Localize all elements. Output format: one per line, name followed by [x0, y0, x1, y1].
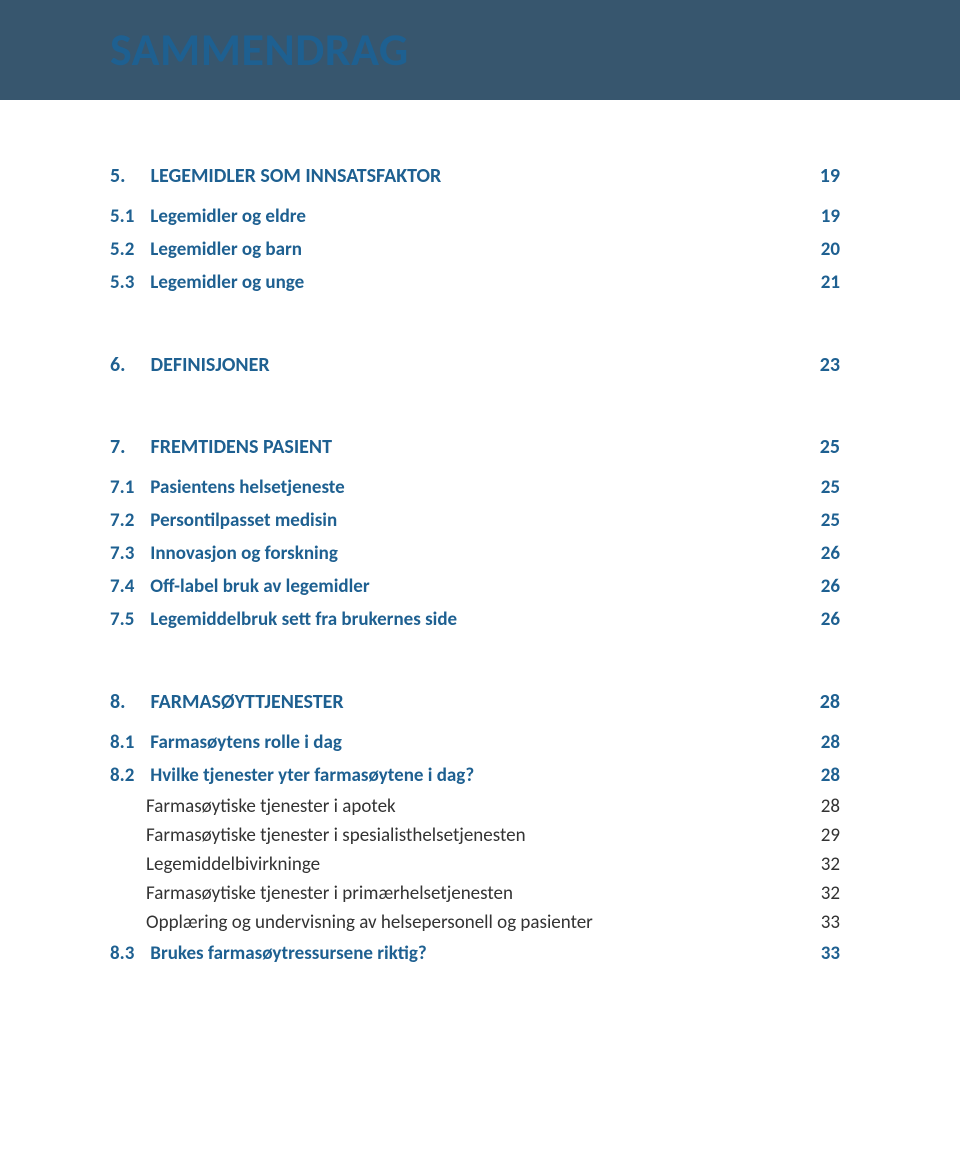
toc-sub-num: 5.1 [110, 205, 146, 228]
toc-heading-page: 25 [806, 435, 840, 459]
toc-sub-num: 8.1 [110, 731, 146, 754]
toc-sub[interactable]: 5.1 Legemidler og eldre 19 [110, 200, 840, 233]
toc-sub[interactable]: 7.4 Off-label bruk av legemidler 26 [110, 570, 840, 603]
toc-heading[interactable]: 7. FREMTIDENS PASIENT 25 [110, 431, 840, 463]
toc-sub[interactable]: 7.1 Pasientens helsetjeneste 25 [110, 471, 840, 504]
toc-sub-num: 7.1 [110, 476, 146, 499]
toc-sub-label: Legemidler og barn [150, 238, 302, 261]
toc-section: 7. FREMTIDENS PASIENT 25 7.1 Pasientens … [110, 431, 840, 636]
toc-sub-page: 20 [806, 238, 840, 261]
toc-heading-label: DEFINISJONER [151, 353, 270, 377]
toc-sub-label: Brukes farmasøytressursene riktig? [150, 942, 426, 965]
toc-heading-num: 6. [110, 353, 146, 377]
toc-body-page: 32 [806, 882, 840, 905]
toc-sub-num: 7.3 [110, 542, 146, 565]
toc-sub-num: 5.3 [110, 271, 146, 294]
toc-sub-page: 26 [806, 542, 840, 565]
toc-sub-page: 25 [806, 476, 840, 499]
toc-sub-num: 7.5 [110, 608, 146, 631]
page-title: SAMMENDRAG [0, 22, 409, 78]
toc-body[interactable]: Farmasøytiske tjenester i primærhelsetje… [110, 879, 840, 908]
toc-sub[interactable]: 5.3 Legemidler og unge 21 [110, 266, 840, 299]
toc-body[interactable]: Farmasøytiske tjenester i spesialisthels… [110, 821, 840, 850]
toc-sub-label: Legemiddelbruk sett fra brukernes side [150, 608, 457, 631]
toc-sub-num: 7.2 [110, 509, 146, 532]
toc-body-page: 32 [806, 853, 840, 876]
toc-sub[interactable]: 8.3 Brukes farmasøytressursene riktig? 3… [110, 937, 840, 970]
toc-section: 6. DEFINISJONER 23 [110, 349, 840, 381]
toc-sub-label: Persontilpasset medisin [150, 509, 337, 532]
toc-sub-num: 5.2 [110, 238, 146, 261]
toc-sub-page: 21 [806, 271, 840, 294]
toc-body-label: Opplæring og undervisning av helseperson… [146, 911, 806, 934]
toc-heading-num: 7. [110, 435, 146, 459]
toc-heading-label: LEGEMIDLER SOM INNSATSFAKTOR [151, 164, 442, 188]
toc-heading-label: FARMASØYTTJENESTER [151, 690, 344, 714]
toc-sub-label: Off-label bruk av legemidler [150, 575, 369, 598]
toc-heading[interactable]: 5. LEGEMIDLER SOM INNSATSFAKTOR 19 [110, 160, 840, 192]
toc-body-label: Legemiddelbivirkninge [146, 853, 806, 876]
toc-sub-label: Farmasøytens rolle i dag [150, 731, 342, 754]
header-bar: SAMMENDRAG [0, 0, 960, 100]
toc-body[interactable]: Farmasøytiske tjenester i apotek 28 [110, 792, 840, 821]
toc-body[interactable]: Opplæring og undervisning av helseperson… [110, 908, 840, 937]
toc-body-page: 29 [806, 824, 840, 847]
toc-heading-page: 19 [806, 164, 840, 188]
toc-sub-num: 7.4 [110, 575, 146, 598]
toc-heading-num: 5. [110, 164, 146, 188]
toc-section: 8. FARMASØYTTJENESTER 28 8.1 Farmasøyten… [110, 686, 840, 970]
toc-sub-page: 28 [806, 731, 840, 754]
toc-sub[interactable]: 8.1 Farmasøytens rolle i dag 28 [110, 726, 840, 759]
toc-body-page: 33 [806, 911, 840, 934]
toc-sub-label: Pasientens helsetjeneste [150, 476, 344, 499]
toc-content: 5. LEGEMIDLER SOM INNSATSFAKTOR 19 5.1 L… [0, 100, 960, 970]
toc-body-label: Farmasøytiske tjenester i apotek [146, 795, 806, 818]
toc-sub[interactable]: 7.2 Persontilpasset medisin 25 [110, 504, 840, 537]
toc-body-label: Farmasøytiske tjenester i spesialisthels… [146, 824, 806, 847]
toc-sub-page: 33 [806, 942, 840, 965]
toc-sub-page: 26 [806, 608, 840, 631]
toc-sub[interactable]: 7.5 Legemiddelbruk sett fra brukernes si… [110, 603, 840, 636]
toc-sub-page: 28 [806, 764, 840, 787]
toc-sub-label: Legemidler og unge [150, 271, 304, 294]
toc-sub-num: 8.3 [110, 942, 146, 965]
toc-heading-label: FREMTIDENS PASIENT [151, 435, 332, 459]
toc-heading-num: 8. [110, 690, 146, 714]
toc-heading-page: 23 [806, 353, 840, 377]
toc-body[interactable]: Legemiddelbivirkninge 32 [110, 850, 840, 879]
toc-body-label: Farmasøytiske tjenester i primærhelsetje… [146, 882, 806, 905]
toc-sub-num: 8.2 [110, 764, 146, 787]
toc-sub-label: Hvilke tjenester yter farmasøytene i dag… [150, 764, 474, 787]
toc-sub-label: Innovasjon og forskning [150, 542, 338, 565]
toc-heading[interactable]: 6. DEFINISJONER 23 [110, 349, 840, 381]
toc-sub-page: 26 [806, 575, 840, 598]
toc-sub[interactable]: 7.3 Innovasjon og forskning 26 [110, 537, 840, 570]
toc-heading-page: 28 [806, 690, 840, 714]
toc-sub-page: 19 [806, 205, 840, 228]
toc-sub-label: Legemidler og eldre [150, 205, 306, 228]
toc-heading[interactable]: 8. FARMASØYTTJENESTER 28 [110, 686, 840, 718]
toc-sub[interactable]: 8.2 Hvilke tjenester yter farmasøytene i… [110, 759, 840, 792]
toc-sub[interactable]: 5.2 Legemidler og barn 20 [110, 233, 840, 266]
toc-sub-page: 25 [806, 509, 840, 532]
toc-body-page: 28 [806, 795, 840, 818]
toc-section: 5. LEGEMIDLER SOM INNSATSFAKTOR 19 5.1 L… [110, 160, 840, 299]
